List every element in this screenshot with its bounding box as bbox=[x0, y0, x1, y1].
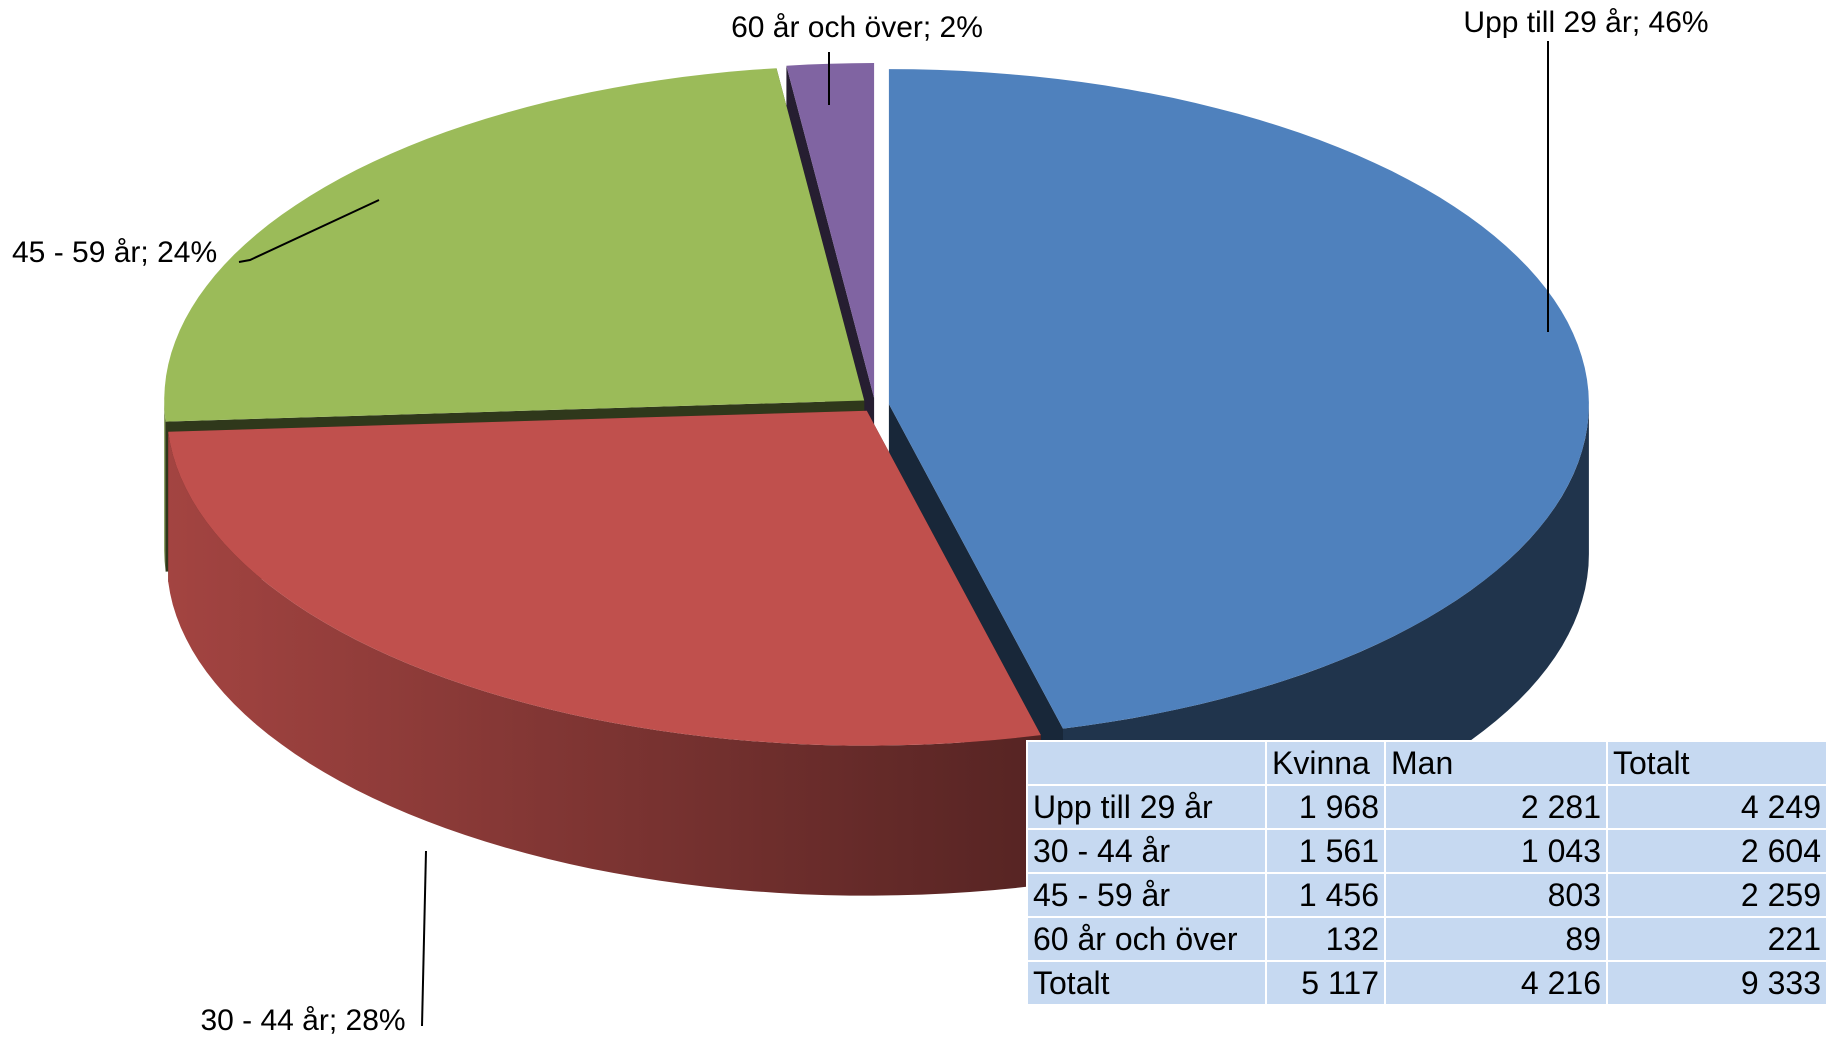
table-cell: Upp till 29 år bbox=[1026, 784, 1267, 830]
slice bbox=[888, 69, 1589, 729]
table-row: 30 - 44 år 1 561 1 043 2 604 bbox=[1026, 828, 1826, 874]
data-label: 45 - 59 år; 24% bbox=[12, 236, 217, 269]
table-cell: 132 bbox=[1265, 916, 1386, 962]
table-cell: Totalt bbox=[1606, 740, 1826, 786]
table-cell: 2 604 bbox=[1606, 828, 1826, 874]
data-label: Upp till 29 år; 46% bbox=[1463, 6, 1708, 39]
slice-side bbox=[168, 431, 1041, 896]
table-cell: 30 - 44 år bbox=[1026, 828, 1267, 874]
pie-tops bbox=[164, 63, 1589, 746]
table-cell: 5 117 bbox=[1265, 960, 1386, 1006]
table-cell: 89 bbox=[1384, 916, 1608, 962]
table-row: 60 år och över 132 89 221 bbox=[1026, 916, 1826, 962]
table-cell: 803 bbox=[1384, 872, 1608, 918]
table-cell: 1 043 bbox=[1384, 828, 1608, 874]
table-cell: 9 333 bbox=[1606, 960, 1826, 1006]
table-cell: 2 281 bbox=[1384, 784, 1608, 830]
table-cell: 1 456 bbox=[1265, 872, 1386, 918]
table-row: 45 - 59 år 1 456 803 2 259 bbox=[1026, 872, 1826, 918]
slice bbox=[164, 68, 865, 422]
table-cell bbox=[1026, 740, 1267, 786]
table-cell: Man bbox=[1384, 740, 1608, 786]
table-cell: 4 249 bbox=[1606, 784, 1826, 830]
slice bbox=[168, 410, 1041, 746]
table-row: Kvinna Man Totalt bbox=[1026, 740, 1826, 786]
data-label: 30 - 44 år; 28% bbox=[200, 1004, 405, 1037]
table-cell: 1 561 bbox=[1265, 828, 1386, 874]
slice bbox=[786, 63, 875, 398]
data-table: Kvinna Man Totalt Upp till 29 år 1 968 2 281 4… bbox=[1026, 740, 1826, 1006]
slice-side bbox=[164, 400, 166, 572]
table-cell: 60 år och över bbox=[1026, 916, 1267, 962]
table-cell: Kvinna bbox=[1265, 740, 1386, 786]
table-cell: 2 259 bbox=[1606, 872, 1826, 918]
table-row: Upp till 29 år 1 968 2 281 4 249 bbox=[1026, 784, 1826, 830]
table-cell: 45 - 59 år bbox=[1026, 872, 1267, 918]
table-cell: 221 bbox=[1606, 916, 1826, 962]
table-cell: 4 216 bbox=[1384, 960, 1608, 1006]
leader-line bbox=[238, 199, 380, 263]
table-cell: Totalt bbox=[1026, 960, 1267, 1006]
leader-line bbox=[421, 850, 427, 1027]
data-label: 60 år och över; 2% bbox=[731, 11, 983, 44]
table-cell: 1 968 bbox=[1265, 784, 1386, 830]
table-row: Totalt 5 117 4 216 9 333 bbox=[1026, 960, 1826, 1006]
leader-lines bbox=[238, 41, 1549, 1027]
